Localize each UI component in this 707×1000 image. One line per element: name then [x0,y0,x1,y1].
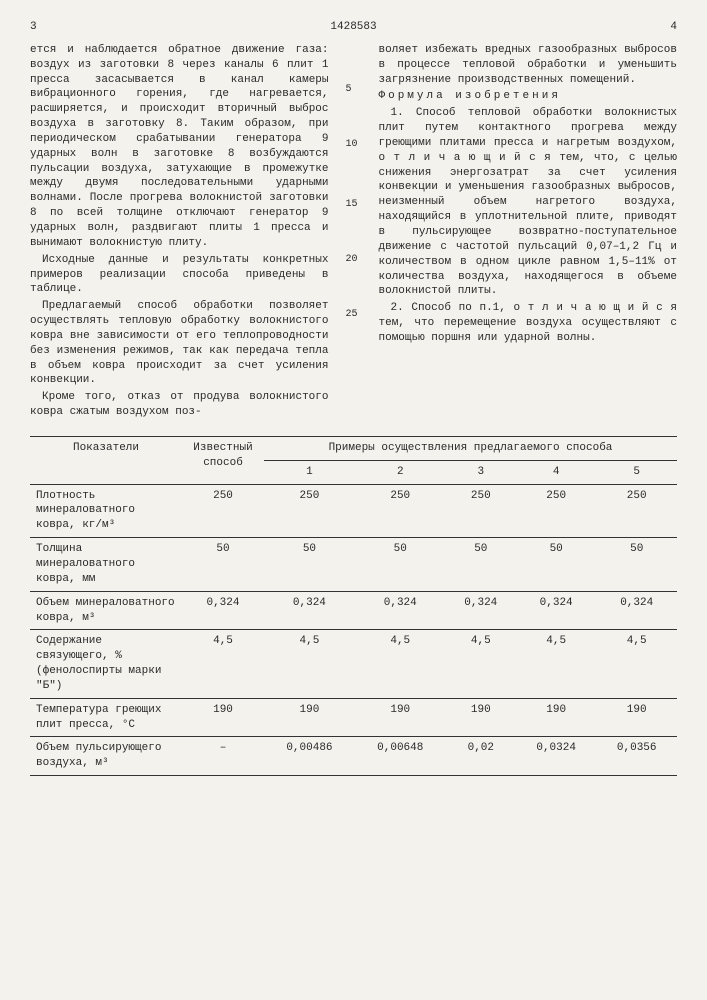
cell-value: 190 [596,698,677,737]
row-label: Температура греющих плит пресса, °С [30,698,182,737]
cell-value: 0,00648 [355,737,446,776]
table-row: Объем пульсирующего воздуха, м³–0,004860… [30,737,677,776]
col-1: 1 [264,460,355,484]
cell-value: 50 [355,538,446,592]
row-label: Объем пульсирующего воздуха, м³ [30,737,182,776]
right-p1: воляет избежать вредных газообразных выб… [379,43,678,88]
known-value: 4,5 [182,630,264,698]
line-num-15: 15 [346,198,358,212]
col-2: 2 [355,460,446,484]
document-number: 1428583 [330,20,376,35]
known-value: 0,324 [182,591,264,630]
data-table: Показатели Известный способ Примеры осущ… [30,436,677,776]
line-num-20: 20 [346,253,358,267]
cell-value: 250 [355,484,446,538]
cell-value: 4,5 [516,630,597,698]
table-row: Объем минераловатного ковра, м³0,3240,32… [30,591,677,630]
cell-value: 4,5 [264,630,355,698]
right-column: воляет избежать вредных газообразных выб… [379,43,678,422]
left-p1: ется и наблюдается обратное движение газ… [30,43,329,251]
table-row: Плотность минераловатного ковра, кг/м³25… [30,484,677,538]
left-p2: Исходные данные и результаты конкретных … [30,253,329,298]
left-p3: Предлагаемый способ обработки позволяет … [30,299,329,388]
cell-value: 250 [446,484,516,538]
cell-value: 0,324 [516,591,597,630]
table-row: Толщина минераловатного ковра, мм5050505… [30,538,677,592]
cell-value: 190 [355,698,446,737]
cell-value: 0,0356 [596,737,677,776]
cell-value: 0,324 [264,591,355,630]
cell-value: 50 [446,538,516,592]
head-indicators: Показатели [30,436,182,484]
cell-value: 0,02 [446,737,516,776]
table-row: Температура греющих плит пресса, °С19019… [30,698,677,737]
table-header-row-1: Показатели Известный способ Примеры осущ… [30,436,677,460]
row-label: Толщина минераловатного ковра, мм [30,538,182,592]
cell-value: 250 [516,484,597,538]
head-examples: Примеры осуществления предлагаемого спос… [264,436,677,460]
cell-value: 0,324 [446,591,516,630]
table-row: Содержание связующего, % (фенолоспирты м… [30,630,677,698]
col-4: 4 [516,460,597,484]
page-number-right: 4 [670,20,677,35]
cell-value: 0,00486 [264,737,355,776]
claim-1: 1. Способ тепловой обработки волокнистых… [379,106,678,299]
head-known: Известный способ [182,436,264,484]
line-num-25: 25 [346,308,358,322]
cell-value: 4,5 [446,630,516,698]
cell-value: 4,5 [596,630,677,698]
row-label: Объем минераловатного ковра, м³ [30,591,182,630]
page-number-left: 3 [30,20,37,35]
line-number-gutter: 5 10 15 20 25 [347,43,361,422]
col-3: 3 [446,460,516,484]
claim-2: 2. Способ по п.1, о т л и ч а ю щ и й с … [379,301,678,346]
text-columns: ется и наблюдается обратное движение газ… [30,43,677,422]
cell-value: 50 [516,538,597,592]
cell-value: 0,0324 [516,737,597,776]
known-value: – [182,737,264,776]
cell-value: 50 [596,538,677,592]
cell-value: 0,324 [596,591,677,630]
row-label: Содержание связующего, % (фенолоспирты м… [30,630,182,698]
cell-value: 0,324 [355,591,446,630]
cell-value: 250 [596,484,677,538]
cell-value: 50 [264,538,355,592]
known-value: 190 [182,698,264,737]
cell-value: 190 [446,698,516,737]
formula-title: Формула изобретения [379,89,678,104]
cell-value: 250 [264,484,355,538]
line-num-5: 5 [346,83,352,97]
cell-value: 190 [516,698,597,737]
col-5: 5 [596,460,677,484]
row-label: Плотность минераловатного ковра, кг/м³ [30,484,182,538]
table-body: Плотность минераловатного ковра, кг/м³25… [30,484,677,776]
known-value: 50 [182,538,264,592]
known-value: 250 [182,484,264,538]
left-column: ется и наблюдается обратное движение газ… [30,43,329,422]
cell-value: 190 [264,698,355,737]
left-p4: Кроме того, отказ от продува волокнистог… [30,390,329,420]
page-header: 3 1428583 4 [30,20,677,35]
cell-value: 4,5 [355,630,446,698]
line-num-10: 10 [346,138,358,152]
